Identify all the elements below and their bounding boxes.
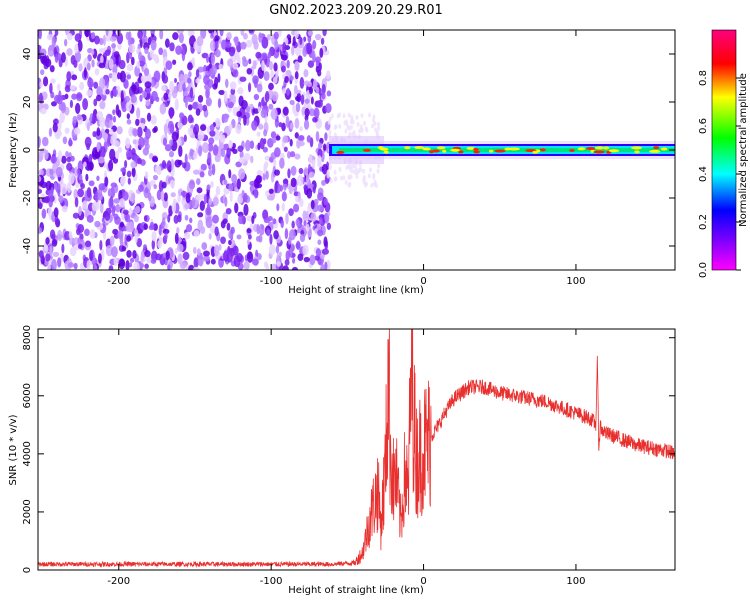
- snr-y-tick-label: 0: [22, 567, 33, 573]
- colorbar-frame: [711, 29, 737, 271]
- spectrogram-x-tick-label: 100: [566, 276, 585, 287]
- spectrogram-x-tick-label: 0: [420, 276, 426, 287]
- chart-title: GN02.2023.209.20.29.R01: [269, 3, 443, 18]
- colorbar-label: Normalized spectral amplitude: [738, 73, 749, 227]
- colorbar-tick-label: 0.0: [698, 262, 709, 278]
- snr-y-tick-label: 4000: [22, 441, 33, 466]
- snr-y-tick-label: 8000: [22, 325, 33, 350]
- snr-x-tick-label: -200: [107, 576, 130, 587]
- snr-y-axis-label: SNR (10 * v/v): [8, 414, 19, 485]
- colorbar-tick-label: 0.6: [698, 118, 709, 134]
- spectrogram-y-tick-label: 40: [22, 48, 33, 61]
- snr-x-tick-label: 0: [420, 576, 426, 587]
- colorbar-tick-label: 0.4: [698, 166, 709, 182]
- spectrogram-x-axis-label: Height of straight line (km): [288, 285, 424, 296]
- colorbar-gradient: [712, 30, 736, 270]
- spectrogram-y-tick-label: -20: [22, 190, 33, 206]
- spectrogram-y-tick-label: 0: [22, 147, 33, 153]
- spectrogram-x-tick-label: -100: [260, 276, 283, 287]
- snr-y-tick-label: 2000: [22, 499, 33, 524]
- snr-y-tick-label: 6000: [22, 383, 33, 408]
- spectrogram-x-tick-label: -200: [107, 276, 130, 287]
- colorbar: 0.0 0.2 0.4 0.6 0.8 Normalized spectral ampl…: [698, 29, 749, 278]
- snr-series-line: [38, 329, 675, 569]
- noise-region: [38, 30, 381, 270]
- snr-x-axis-label: Height of straight line (km): [288, 585, 424, 596]
- snr-x-tick-label: 100: [566, 576, 585, 587]
- spectrogram-y-tick-label: 20: [22, 96, 33, 109]
- spectrogram-y-tick-label: -40: [22, 238, 33, 254]
- snr-frame: [37, 328, 676, 571]
- colorbar-tick-label: 0.8: [698, 70, 709, 86]
- signal-band: [329, 136, 675, 164]
- colorbar-tick-label: 0.2: [698, 214, 709, 230]
- spectrogram-y-axis-label: Frequency (Hz): [8, 112, 19, 188]
- snr-x-tick-label: -100: [260, 576, 283, 587]
